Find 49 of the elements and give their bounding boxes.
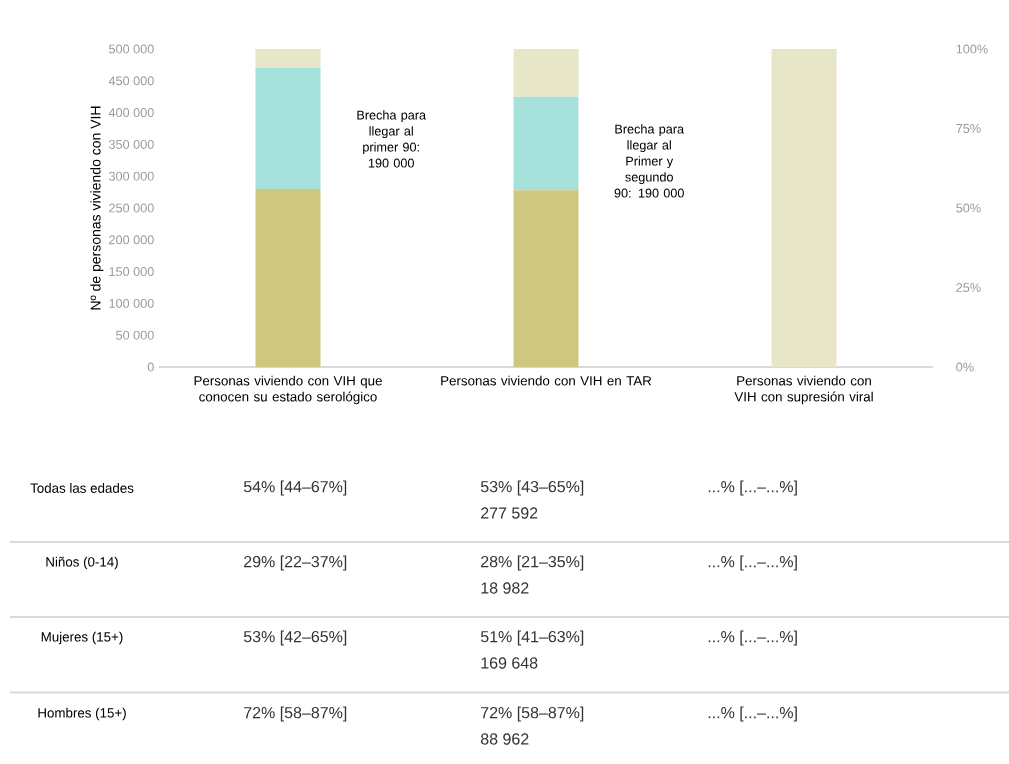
bar: [771, 49, 837, 367]
text: 88 962: [480, 733, 529, 745]
y-tick-label: 100 000: [109, 298, 154, 308]
y-tick-label: 50 000: [116, 330, 154, 340]
text: Niños (0-14): [46, 556, 118, 570]
bar: [255, 68, 321, 189]
y-tick-label: 250 000: [109, 203, 154, 213]
x-tick-label: Personas viviendo con VIH con supresión viral: [734, 375, 873, 405]
text: ...% [...–...%]: [708, 480, 797, 496]
y-tick-label: 200 000: [109, 235, 154, 245]
text: 51% [41–63%]: [480, 630, 584, 646]
text: 53% [43–65%]: [480, 480, 584, 496]
text: Mujeres (15+): [41, 631, 123, 645]
text: 72% [58–87%]: [244, 706, 347, 722]
y-axis-title: Nº de personas viviendo con VIH: [90, 106, 104, 310]
text: 53% [42–65%]: [243, 630, 347, 646]
y2-tick-label: 75%: [956, 124, 981, 133]
y2-tick-label: 25%: [956, 283, 981, 292]
text: ...% [...–...%]: [708, 630, 797, 646]
annotation: Brecha para llegar al Primer y segundo 90: 190 000: [614, 124, 685, 198]
y-tick-label: 300 000: [108, 171, 154, 181]
text: 28% [21–35%]: [481, 555, 584, 571]
text: 72% [58–87%]: [481, 706, 584, 722]
text: 29% [22–37%]: [244, 555, 347, 571]
y-tick-label: 450 000: [108, 76, 154, 86]
y-tick-label: 350 000: [108, 139, 154, 149]
y2-tick-label: 100%: [956, 44, 988, 54]
bar: [255, 49, 321, 69]
bar: [255, 188, 321, 367]
y2-tick-label: 0%: [956, 362, 974, 372]
text: 277 592: [481, 507, 538, 519]
y-tick-label: 500 000: [109, 44, 154, 54]
text: Hombres (15+): [38, 707, 126, 721]
x-tick-label: Personas viviendo con VIH en TAR: [441, 375, 652, 386]
text: 54% [44–67%]: [243, 480, 347, 496]
y-tick-label: 0: [147, 362, 154, 372]
y2-tick-label: 50%: [956, 203, 981, 213]
bar: [513, 49, 579, 97]
y-tick-label: 400 000: [108, 108, 154, 118]
x-tick-label: Personas viviendo con VIH que conocen su estado serológico: [194, 375, 382, 405]
text: 169 648: [481, 657, 538, 669]
text: ...% [...–...%]: [708, 706, 797, 722]
text: Todas las edades: [30, 483, 134, 493]
text: 18 982: [481, 582, 529, 594]
bar: [513, 96, 579, 191]
y-tick-label: 150 000: [109, 267, 154, 277]
annotation: Brecha para llegar al primer 90: 190 000: [357, 110, 427, 168]
bar: [513, 190, 579, 367]
text: ...% [...–...%]: [708, 555, 797, 571]
